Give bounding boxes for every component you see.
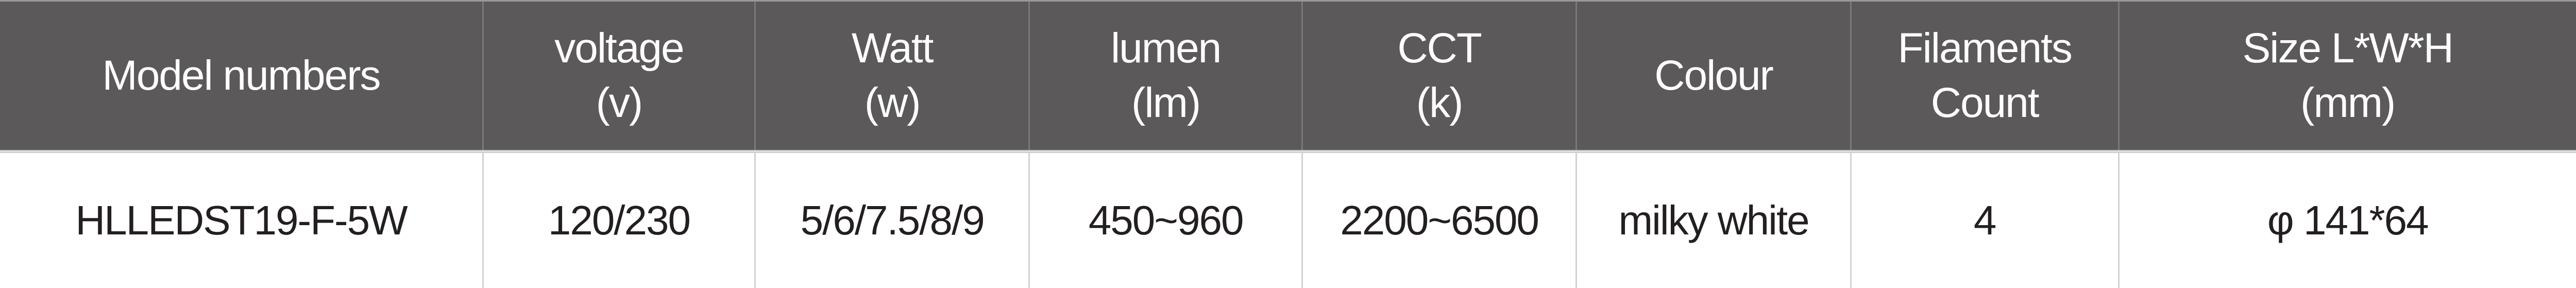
cell-watt: 5/6/7.5/8/9 [756,153,1030,288]
cell-text: 120/230 [548,197,691,243]
header-colour: Colour [1577,2,1852,150]
header-label: Watt [851,25,934,72]
cell-voltage: 120/230 [484,153,756,288]
table-header-row: Model numbers voltage (v) Watt (w) lumen (l… [0,0,2576,150]
header-label: CCT [1397,25,1482,72]
header-model-numbers: Model numbers [0,2,484,150]
cell-text: 4 [1973,197,1996,243]
cell-model-number: HLLEDST19-F-5W [0,153,484,288]
cell-text: 2200~6500 [1340,197,1539,243]
header-unit: (mm) [2300,79,2396,126]
header-unit: (v) [596,79,643,126]
cell-text: milky white [1618,197,1809,243]
cell-lumen: 450~960 [1030,153,1303,288]
header-voltage: voltage (v) [484,2,756,150]
header-divider [0,150,2576,153]
cell-cct: 2200~6500 [1303,153,1578,288]
header-lumen: lumen (lm) [1030,2,1303,150]
cell-filaments-count: 4 [1852,153,2120,288]
header-cct: CCT (k) [1303,2,1578,150]
header-unit: (k) [1416,79,1464,126]
header-filaments-count: Filaments Count [1852,2,2120,150]
cell-text: 450~960 [1088,197,1244,243]
header-label-2: Count [1930,79,2040,126]
header-label: voltage [554,25,684,72]
header-label: Model numbers [102,52,381,99]
header-label: Filaments [1897,25,2072,72]
cell-colour: milky white [1577,153,1852,288]
cell-text: HLLEDST19-F-5W [75,197,408,243]
header-label: Size L*W*H [2242,25,2454,72]
header-unit: (w) [864,79,921,126]
header-watt: Watt (w) [756,2,1030,150]
header-size: Size L*W*H (mm) [2120,2,2576,150]
cell-text: φ 141*64 [2267,197,2429,243]
header-unit: (lm) [1131,79,1201,126]
header-label: lumen [1110,25,1222,72]
header-label: Colour [1654,52,1774,99]
cell-text: 5/6/7.5/8/9 [800,197,985,243]
cell-size: φ 141*64 [2120,153,2576,288]
table-row: HLLEDST19-F-5W 120/230 5/6/7.5/8/9 450~9… [0,153,2576,288]
